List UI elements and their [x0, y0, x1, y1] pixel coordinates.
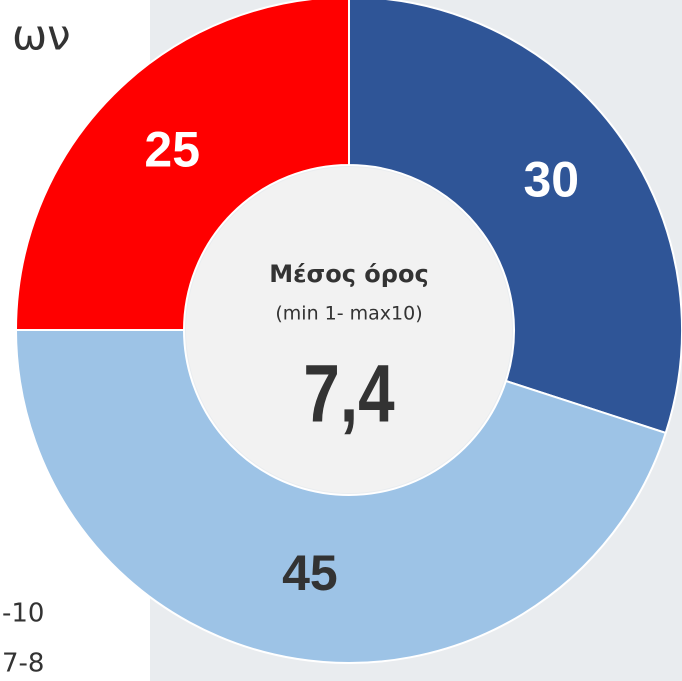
donut-segment — [348, 0, 682, 435]
center-subtitle: (min 1- max10) — [275, 303, 422, 325]
center-disc — [186, 167, 512, 493]
data-label: 25 — [144, 121, 200, 177]
data-label: 30 — [523, 151, 579, 207]
legend-fragment: 7-8 — [2, 649, 44, 679]
donut-segment — [14, 329, 667, 664]
donut-segment — [14, 0, 350, 331]
title-fragment: ων — [12, 11, 71, 60]
center-value: 7,4 — [303, 348, 394, 440]
center-title: Μέσος όρος — [269, 260, 428, 288]
data-label: 45 — [282, 545, 338, 601]
legend-fragment: -10 — [2, 599, 44, 629]
